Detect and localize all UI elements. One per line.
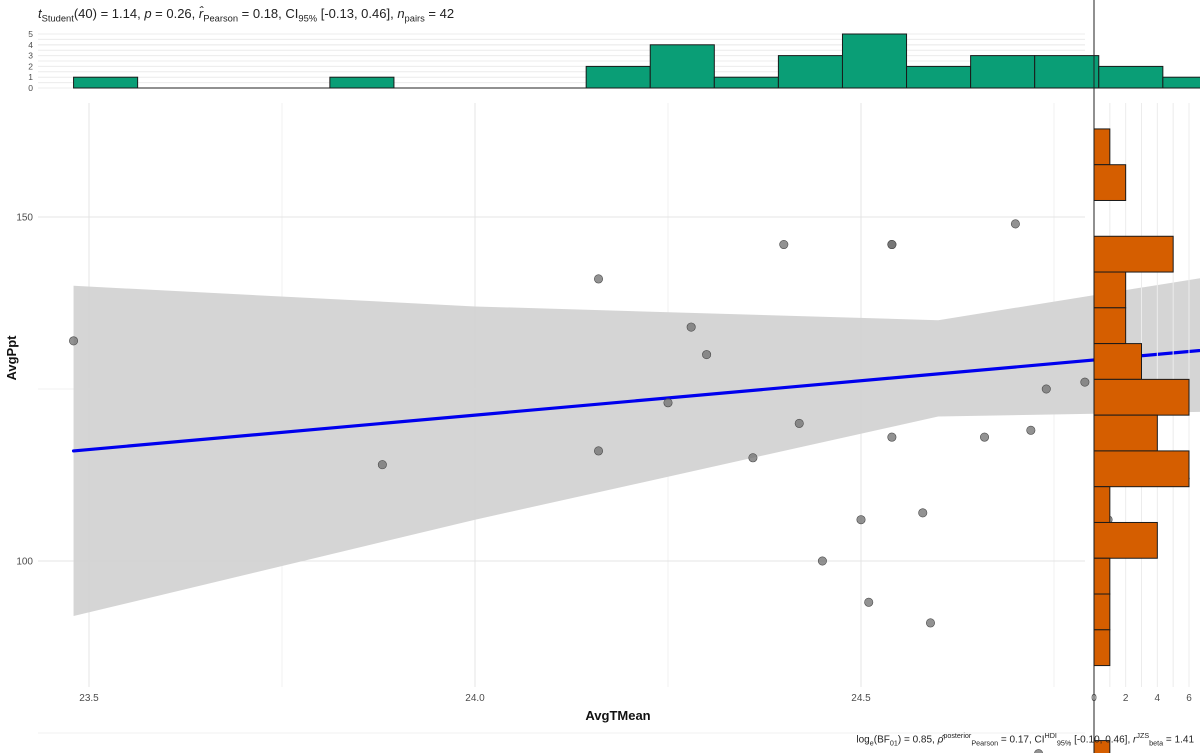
data-point	[856, 515, 866, 525]
y-hist-bar	[1093, 128, 1111, 166]
data-point	[702, 350, 712, 360]
chart-caption: loge(BF01) = 0.85, ρ̂posteriorPearson = …	[856, 731, 1194, 748]
y-hist-bar	[1093, 557, 1111, 595]
x-hist-tick-label: 4	[28, 40, 33, 50]
data-point	[918, 508, 928, 518]
data-point	[1034, 749, 1044, 753]
x-hist-bar	[585, 65, 651, 89]
y-hist-bar	[1093, 414, 1158, 452]
x-hist-tick-label: 2	[28, 61, 33, 71]
data-point	[686, 322, 696, 332]
data-point	[887, 432, 897, 442]
data-point	[887, 240, 897, 250]
data-point	[748, 453, 758, 463]
y-hist-tick-label: 4	[1155, 693, 1161, 704]
data-point	[594, 446, 604, 456]
data-point	[663, 398, 673, 408]
y-hist-bar	[1093, 271, 1127, 309]
x-axis-title: AvgTMean	[585, 708, 650, 723]
y-hist-bar	[1093, 235, 1174, 273]
data-point	[817, 556, 827, 566]
axes: 23.524.024.525.025.526.0100150200	[16, 213, 871, 705]
confidence-band-layer	[73, 278, 1200, 617]
data-point	[864, 597, 874, 607]
data-point	[980, 432, 990, 442]
data-point	[69, 336, 79, 346]
data-point	[594, 274, 604, 284]
x-hist-bar	[1162, 76, 1200, 89]
x-hist-bar	[73, 76, 139, 89]
y-hist-bar	[1093, 740, 1111, 753]
y-hist-tick-label: 2	[1123, 693, 1129, 704]
x-hist-bar	[970, 55, 1036, 89]
y-hist-bar	[1093, 521, 1158, 559]
regression-line	[71, 348, 1200, 453]
x-hist-tick-label: 3	[28, 51, 33, 61]
y-hist-bar	[1093, 629, 1111, 667]
regression-line-layer	[71, 348, 1200, 453]
x-hist-bar	[1034, 55, 1100, 89]
y-hist-bar	[1093, 343, 1142, 380]
x-hist-tick-label: 1	[28, 72, 33, 82]
data-point	[1026, 425, 1036, 435]
x-hist-tick-label: 0	[28, 83, 33, 93]
y-hist-bar	[1093, 486, 1111, 523]
y-hist-bar	[1093, 593, 1111, 631]
data-point	[925, 618, 935, 628]
x-hist-bar	[1098, 65, 1164, 89]
x-hist-bar	[713, 76, 779, 89]
y-axis-title: AvgPpt	[4, 335, 19, 381]
data-point	[1080, 377, 1090, 387]
x-hist-bar	[777, 55, 843, 89]
x-hist-bar	[841, 33, 908, 89]
y-hist-bar	[1093, 450, 1190, 488]
data-point	[1041, 384, 1051, 394]
chart-subtitle: tStudent(40) = 1.14, p = 0.26, r̂Pearson…	[38, 6, 455, 24]
y-hist-tick-label: 6	[1186, 693, 1192, 704]
y-hist-bar	[1093, 307, 1127, 345]
data-point	[779, 240, 789, 250]
data-point	[1010, 219, 1020, 229]
x-hist-tick-label: 5	[28, 29, 33, 39]
y-tick-label: 100	[16, 557, 33, 568]
x-tick-label: 23.5	[79, 693, 99, 704]
x-hist-bar	[329, 76, 395, 89]
x-tick-label: 24.5	[851, 693, 871, 704]
y-histogram: 0246	[1091, 0, 1192, 753]
x-tick-label: 24.0	[465, 693, 485, 704]
x-hist-bar	[649, 44, 715, 89]
y-hist-bar	[1093, 378, 1190, 416]
data-point	[377, 460, 387, 470]
data-point	[794, 418, 804, 428]
x-hist-bar	[906, 65, 972, 89]
y-tick-label: 150	[16, 213, 33, 224]
y-hist-bar	[1093, 164, 1127, 201]
confidence-band	[73, 278, 1200, 617]
